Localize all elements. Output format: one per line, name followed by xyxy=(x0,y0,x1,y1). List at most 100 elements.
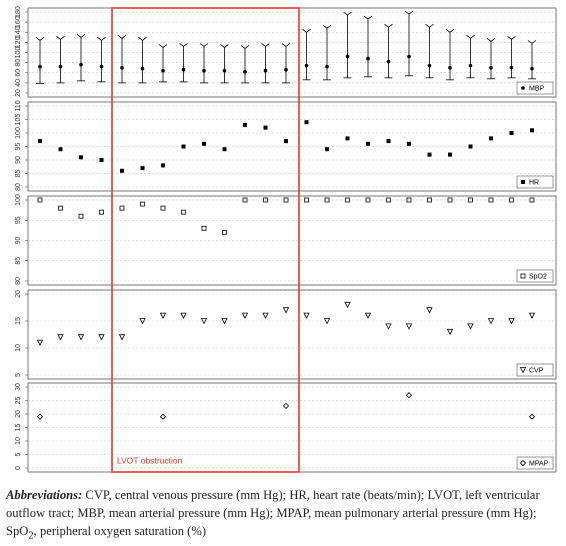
cap-high xyxy=(56,36,65,40)
point xyxy=(58,64,63,69)
point xyxy=(140,201,145,207)
point xyxy=(181,144,186,149)
legend-marker xyxy=(519,459,527,467)
caption-sub: 2 xyxy=(28,530,34,542)
cap-high xyxy=(261,43,270,47)
point xyxy=(139,318,146,325)
point xyxy=(448,65,452,70)
point xyxy=(385,323,392,330)
y-tick-label: 105 xyxy=(15,114,22,126)
caption-text: CVP, central venous pressure (mm Hg); HR… xyxy=(6,488,540,538)
cap-high xyxy=(527,40,537,44)
y-tick-label: 60 xyxy=(15,69,22,77)
point xyxy=(201,225,207,231)
point xyxy=(468,197,473,203)
legend-label: CVP xyxy=(529,367,544,374)
legend-box xyxy=(516,363,554,377)
cap-high xyxy=(445,28,455,33)
point xyxy=(241,312,249,319)
cap-high xyxy=(138,37,147,41)
point xyxy=(222,147,227,152)
y-tick-label: 20 xyxy=(15,290,22,298)
point xyxy=(58,205,63,211)
point xyxy=(119,205,125,211)
point xyxy=(509,131,514,135)
point xyxy=(200,318,208,325)
point xyxy=(140,166,145,171)
point xyxy=(427,152,432,157)
point xyxy=(78,213,84,219)
y-tick-label: 20 xyxy=(15,89,22,97)
point xyxy=(325,147,329,152)
cap-high xyxy=(76,33,86,38)
point xyxy=(528,413,536,420)
y-tick-label: 120 xyxy=(15,36,22,48)
cap-high xyxy=(281,43,291,47)
point xyxy=(365,197,371,203)
y-tick-label: 100 xyxy=(15,47,22,59)
annotation-box xyxy=(111,7,300,473)
point xyxy=(468,144,473,149)
point xyxy=(508,318,515,325)
point xyxy=(489,65,493,70)
y-tick-label: 160 xyxy=(15,16,22,28)
point xyxy=(467,323,474,330)
point xyxy=(325,64,329,69)
y-tick-label: 20 xyxy=(15,410,22,418)
y-tick-label: 110 xyxy=(15,100,22,111)
point xyxy=(489,136,493,141)
point xyxy=(242,197,248,203)
y-tick-label: 15 xyxy=(15,424,22,432)
caption-lead: Abbreviations: xyxy=(6,488,83,502)
point xyxy=(181,209,186,215)
legend-marker xyxy=(519,367,527,374)
cap-high xyxy=(466,35,475,39)
point xyxy=(284,139,288,144)
point xyxy=(284,67,288,72)
cap-high xyxy=(220,44,229,48)
point xyxy=(37,197,43,203)
point xyxy=(282,307,290,314)
point xyxy=(446,328,454,336)
point xyxy=(79,155,83,160)
point xyxy=(221,318,228,325)
y-tick-label: 90 xyxy=(15,156,22,164)
y-tick-label: 5 xyxy=(15,452,22,456)
point xyxy=(58,147,63,152)
point xyxy=(488,197,494,203)
point xyxy=(529,197,535,203)
y-tick-label: 25 xyxy=(15,397,22,405)
y-tick-label: 0 xyxy=(15,466,22,470)
point xyxy=(243,69,247,74)
y-tick-label: 5 xyxy=(15,373,22,377)
point xyxy=(304,120,309,125)
point xyxy=(159,312,167,319)
point xyxy=(77,334,85,341)
point xyxy=(57,334,64,341)
legend-marker xyxy=(520,273,526,279)
y-tick-label: 85 xyxy=(15,257,22,265)
point xyxy=(263,197,268,203)
y-tick-label: 90 xyxy=(15,237,22,245)
cap-high xyxy=(343,11,352,16)
point xyxy=(386,59,391,64)
cap-high xyxy=(199,43,209,47)
point xyxy=(38,64,42,69)
point xyxy=(345,197,350,203)
cap-high xyxy=(507,36,516,40)
point xyxy=(263,125,268,130)
point xyxy=(222,229,227,235)
point xyxy=(36,339,44,346)
point xyxy=(303,312,310,319)
point xyxy=(262,312,269,319)
y-tick-label: 140 xyxy=(15,26,22,38)
point xyxy=(447,197,453,203)
y-tick-label: 95 xyxy=(15,143,22,151)
point xyxy=(530,66,534,71)
point xyxy=(36,413,44,420)
point xyxy=(160,205,166,211)
cap-high xyxy=(240,45,250,49)
legend-marker xyxy=(521,180,525,184)
y-tick-label: 10 xyxy=(15,344,22,352)
cap-high xyxy=(35,37,45,41)
